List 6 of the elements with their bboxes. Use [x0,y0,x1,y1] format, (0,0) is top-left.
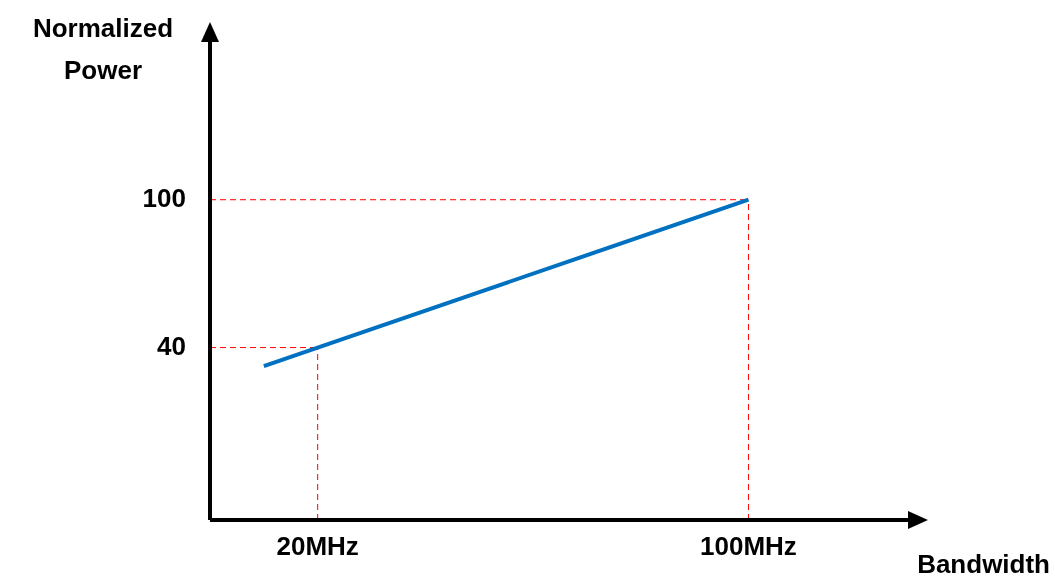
y-tick-label: 100 [142,182,186,213]
x-axis-title: Bandwidth [917,549,1050,578]
y-tick-label: 40 [157,330,186,361]
y-axis-title: Normalized Power [32,13,174,85]
x-tick-label: 20MHz [276,530,359,561]
x-tick-label: 100MHz [700,530,797,561]
